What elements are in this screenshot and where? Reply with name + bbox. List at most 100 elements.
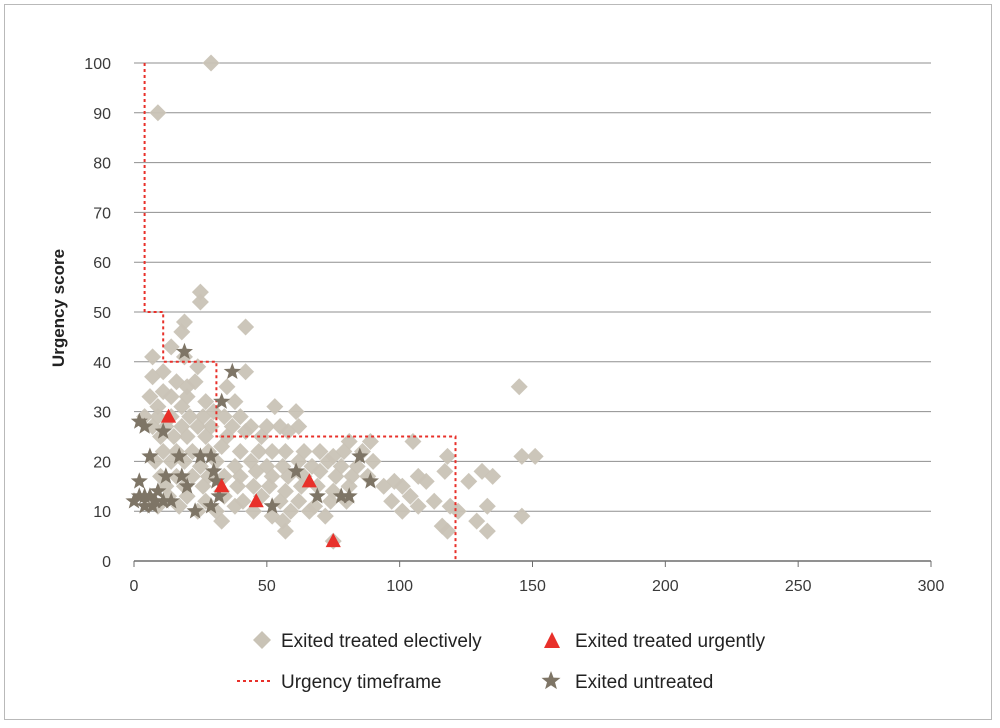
- untreated-point: [340, 487, 358, 504]
- elective-point: [438, 522, 456, 540]
- y-tick-label: 10: [93, 504, 111, 521]
- elective-point: [393, 502, 411, 520]
- untreated-point: [205, 462, 223, 479]
- y-tick-label: 90: [93, 106, 111, 123]
- untreated-point: [130, 472, 148, 489]
- untreated-point: [130, 412, 148, 429]
- elective-point: [263, 442, 281, 460]
- legend-label-timeframe: Urgency timeframe: [281, 672, 442, 693]
- elective-point: [266, 398, 284, 416]
- y-tick-label: 60: [93, 255, 111, 272]
- elective-point: [149, 104, 167, 122]
- elective-point: [513, 507, 531, 525]
- legend-item-urgent: Exited treated urgently: [544, 631, 766, 652]
- x-tick-label: 250: [785, 578, 812, 595]
- elective-point: [300, 502, 318, 520]
- series-exited-treated-electively: [136, 54, 544, 550]
- legend: Exited treated electively Exited treated…: [237, 631, 766, 693]
- elective-point: [231, 442, 249, 460]
- untreated-point: [136, 417, 154, 434]
- elective-point: [178, 428, 196, 445]
- legend-label-urgent: Exited treated urgently: [575, 631, 766, 652]
- untreated-point: [332, 487, 350, 504]
- untreated-point: [213, 392, 231, 409]
- elective-point: [287, 403, 305, 421]
- elective-point: [242, 452, 260, 470]
- untreated-point: [149, 482, 167, 499]
- y-axis-label: Urgency score: [49, 249, 68, 367]
- elective-point: [311, 442, 329, 460]
- elective-point: [449, 502, 467, 520]
- x-tick-label: 100: [386, 578, 413, 595]
- elective-point: [364, 452, 382, 470]
- elective-point: [478, 497, 496, 515]
- elective-point: [290, 492, 308, 510]
- elective-point: [327, 467, 345, 485]
- elective-point: [194, 477, 212, 495]
- elective-point: [181, 408, 199, 426]
- untreated-point: [173, 467, 191, 484]
- elective-point: [316, 507, 334, 525]
- elective-point: [149, 398, 167, 416]
- untreated-point: [170, 447, 188, 464]
- elective-point: [340, 477, 358, 495]
- untreated-point: [202, 447, 220, 464]
- elective-point: [393, 477, 411, 495]
- elective-point: [460, 472, 478, 490]
- series-urgency-timeframe: [143, 63, 457, 561]
- elective-point: [375, 477, 393, 495]
- elective-point: [276, 522, 294, 540]
- x-tick-labels: 0 50 100 150 200 250 300: [130, 578, 945, 595]
- elective-point: [322, 492, 340, 510]
- elective-point: [237, 363, 255, 381]
- y-tick-label: 80: [93, 156, 111, 173]
- untreated-point: [210, 487, 228, 504]
- untreated-point: [157, 467, 175, 484]
- axes: [133, 560, 932, 567]
- elective-point: [438, 447, 456, 465]
- elective-point: [282, 502, 300, 520]
- elective-point: [250, 442, 268, 460]
- untreated-point: [154, 492, 172, 509]
- untreated-point: [202, 497, 220, 514]
- untreated-point: [144, 497, 162, 514]
- untreated-point: [207, 472, 225, 489]
- untreated-point: [263, 497, 281, 514]
- elective-point: [260, 477, 278, 495]
- elective-point: [253, 487, 271, 505]
- elective-point: [229, 477, 247, 495]
- elective-point: [290, 452, 308, 470]
- series-exited-untreated: [125, 342, 379, 519]
- legend-label-elective: Exited treated electively: [281, 631, 482, 652]
- elective-point: [436, 462, 454, 480]
- elective-point: [191, 293, 209, 311]
- untreated-point: [287, 462, 305, 479]
- elective-point: [165, 428, 183, 445]
- elective-point: [231, 408, 249, 426]
- gridlines: [134, 62, 931, 512]
- elective-point: [526, 447, 544, 465]
- elective-point: [197, 393, 215, 411]
- untreated-point: [141, 447, 159, 464]
- untreated-point: [154, 422, 172, 439]
- untreated-point: [125, 492, 143, 509]
- elective-point: [173, 323, 191, 341]
- urgent-point: [214, 478, 230, 493]
- legend-item-elective: Exited treated electively: [253, 631, 482, 652]
- elective-point: [417, 472, 435, 490]
- y-tick-label: 50: [93, 305, 111, 322]
- elective-point: [383, 492, 401, 510]
- elective-point: [144, 368, 162, 386]
- elective-point: [404, 432, 422, 450]
- y-tick-label: 30: [93, 405, 111, 422]
- x-tick-label: 300: [918, 578, 945, 595]
- elective-point: [513, 447, 531, 465]
- elective-point: [144, 348, 162, 366]
- elective-point: [191, 283, 209, 301]
- elective-point: [319, 452, 337, 470]
- untreated-point: [351, 447, 369, 464]
- y-tick-label: 100: [84, 56, 111, 73]
- figure-frame: [4, 4, 992, 720]
- x-tick-label: 50: [258, 578, 276, 595]
